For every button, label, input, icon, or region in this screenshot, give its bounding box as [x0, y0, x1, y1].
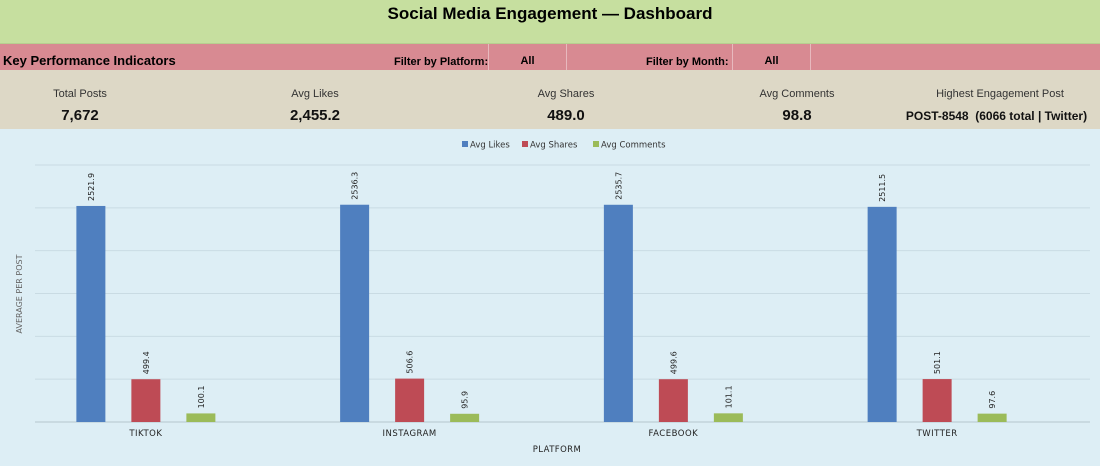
avg-shares-label: Avg Shares [537, 88, 595, 100]
bar-chart: Avg Likes Avg Shares Avg Comments 2521.9 499… [15, 141, 1090, 455]
platform-filter-dropdown[interactable]: All [520, 55, 535, 67]
data-label: 2521.9 [87, 173, 96, 201]
category-tick-label: TWITTER [916, 429, 958, 439]
bar [713, 413, 743, 422]
data-label: 101.1 [724, 385, 733, 408]
data-label: 95.9 [461, 391, 470, 409]
total-posts-label: Total Posts [53, 88, 107, 100]
legend-swatch [593, 141, 599, 147]
data-label: 97.6 [988, 391, 997, 409]
bar [603, 204, 633, 422]
avg-comments-label: Avg Comments [759, 88, 835, 100]
data-label: 506.6 [406, 351, 415, 374]
avg-shares-value: 489.0 [547, 107, 585, 124]
platform-filter-label: Filter by Platform: [394, 56, 489, 68]
bar [340, 204, 370, 422]
kpi-heading: Key Performance Indicators [3, 53, 176, 68]
data-label: 2511.5 [878, 174, 887, 202]
avg-comments-value: 98.8 [782, 107, 812, 124]
divider [566, 44, 567, 70]
chart-area: Avg Likes Avg Shares Avg Comments 2521.9 499… [0, 129, 1100, 466]
data-label: 501.1 [933, 351, 942, 374]
bar [977, 413, 1007, 422]
legend-swatch [522, 141, 528, 147]
month-filter-label: Filter by Month: [646, 56, 729, 68]
bar [395, 378, 425, 422]
bar [922, 379, 952, 422]
bar [450, 413, 480, 422]
data-label: 2536.3 [351, 172, 360, 200]
data-label: 499.4 [142, 351, 151, 374]
bar [76, 205, 106, 422]
avg-likes-value: 2,455.2 [289, 107, 341, 124]
avg-likes-label: Avg Likes [291, 88, 339, 100]
data-label: 2535.7 [614, 172, 623, 200]
highest-engagement-value: POST-8548 (6066 total | Twitter) [905, 109, 1088, 123]
total-posts-value: 7,672 [61, 107, 99, 124]
divider [732, 44, 733, 70]
divider [810, 44, 811, 70]
highest-engagement-label: Highest Engagement Post [936, 88, 1064, 100]
x-axis-title: PLATFORM [533, 445, 581, 455]
month-filter-dropdown[interactable]: All [764, 55, 779, 67]
legend-label: Avg Shares [530, 141, 578, 151]
bar [131, 379, 161, 422]
kpi-filter-bar: Key Performance Indicators Filter by Pla… [0, 44, 1100, 70]
divider [488, 44, 489, 70]
metrics-row: Total Posts 7,672 Avg Likes 2,455.2 Avg … [0, 70, 1100, 129]
bar [867, 206, 897, 422]
y-axis-title: AVERAGE PER POST [15, 254, 24, 333]
data-label: 100.1 [197, 386, 206, 409]
bar [186, 413, 216, 422]
category-tick-label: INSTAGRAM [382, 429, 436, 439]
category-tick-label: TIKTOK [128, 429, 162, 439]
legend-label: Avg Likes [470, 141, 510, 151]
legend-swatch [462, 141, 468, 147]
page-title: Social Media Engagement — Dashboard [387, 4, 713, 23]
title-bar: Social Media Engagement — Dashboard [0, 0, 1100, 44]
legend-label: Avg Comments [601, 141, 666, 151]
bar [658, 379, 688, 422]
category-tick-label: FACEBOOK [649, 429, 699, 439]
data-label: 499.6 [669, 351, 678, 374]
